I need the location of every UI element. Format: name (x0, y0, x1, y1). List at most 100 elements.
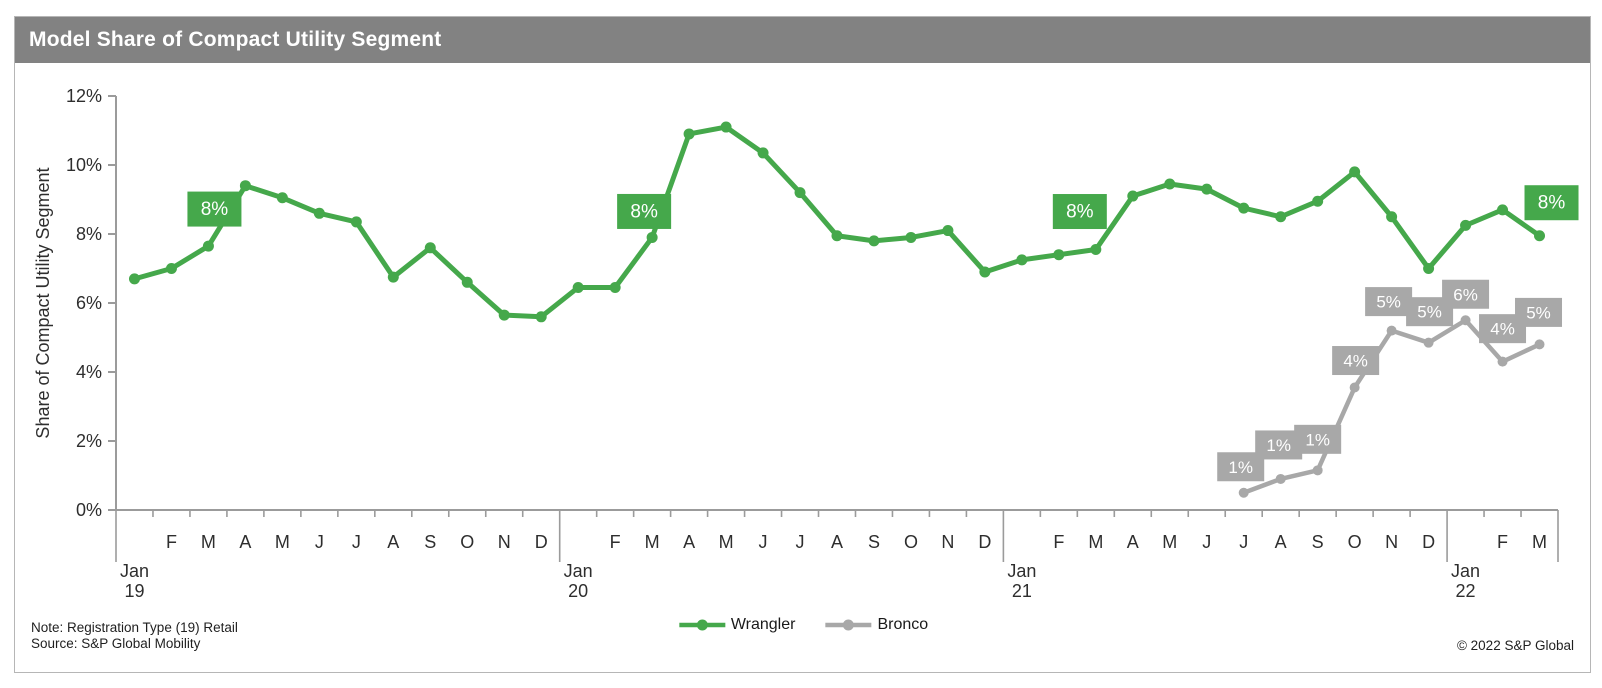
legend-label-bronco: Bronco (877, 616, 929, 633)
data-point (1349, 166, 1361, 178)
legend: Wrangler Bronco (677, 616, 928, 634)
data-label-text: 5% (1526, 303, 1551, 322)
x-month-label: A (831, 532, 843, 552)
source-line: Source: S&P Global Mobility (31, 636, 201, 651)
data-point (1534, 230, 1546, 242)
y-tick-label: 8% (76, 224, 102, 244)
data-label-text: 1% (1228, 458, 1253, 477)
data-point (757, 147, 769, 159)
x-month-label: D (1422, 532, 1435, 552)
legend-item-wrangler: Wrangler (677, 616, 796, 634)
data-point (535, 311, 547, 323)
data-point (1534, 339, 1545, 350)
x-month-label: N (941, 532, 954, 552)
x-month-label: M (719, 532, 734, 552)
data-point (128, 273, 140, 285)
x-year-label-year: 21 (1012, 581, 1032, 601)
x-month-label: A (1127, 532, 1139, 552)
data-label-box (1332, 346, 1380, 376)
x-month-label: F (166, 532, 177, 552)
x-month-label: A (683, 532, 695, 552)
data-label-box (187, 191, 242, 227)
data-label-box (1524, 185, 1579, 221)
x-month-label: O (1348, 532, 1362, 552)
data-point (165, 263, 177, 274)
x-month-label: J (352, 532, 361, 552)
data-point (1312, 465, 1323, 476)
data-point (683, 128, 695, 140)
line-chart: 0% 2% 4% 6% 8% 10% 12% F M A M J J A S O N D F M A M J J A S O N D F M… (33, 86, 1579, 601)
data-point (646, 231, 658, 243)
data-label-text: 5% (1376, 293, 1401, 312)
data-point (1127, 190, 1139, 202)
data-label-text: 8% (201, 199, 229, 220)
data-point (979, 266, 991, 278)
data-point (1423, 263, 1435, 274)
data-label-box (1442, 279, 1490, 309)
x-year-label-month: Jan (120, 561, 149, 581)
x-month-label: N (1385, 532, 1398, 552)
data-point (202, 240, 214, 252)
data-point (1497, 356, 1508, 367)
data-point (942, 225, 954, 237)
x-month-label: N (498, 532, 511, 552)
data-label-text: 4% (1343, 352, 1368, 371)
data-point (461, 276, 473, 288)
legend-label-wrangler: Wrangler (730, 616, 796, 633)
data-point (1238, 487, 1249, 498)
x-month-label: A (1275, 532, 1287, 552)
y-tick-label: 6% (76, 293, 102, 313)
data-point (609, 281, 621, 293)
data-point (1460, 315, 1471, 326)
data-point (572, 281, 584, 293)
data-label-text: 8% (1538, 193, 1566, 214)
data-point (1386, 211, 1398, 223)
series-line (1241, 318, 1542, 495)
data-point (794, 187, 806, 199)
data-point (1053, 249, 1065, 261)
data-label-text: 1% (1266, 436, 1291, 455)
y-tick-label: 0% (76, 500, 102, 520)
data-point (1201, 183, 1213, 195)
x-year-label-year: 19 (124, 581, 144, 601)
series-bronco (1238, 315, 1545, 498)
y-axis-title: Share of Compact Utility Segment (33, 167, 53, 438)
x-month-label: A (387, 532, 399, 552)
y-tick-label: 4% (76, 362, 102, 382)
series-line (131, 124, 1543, 320)
data-label-text: 8% (630, 201, 658, 222)
data-label-box (1365, 287, 1413, 317)
x-month-label: M (1532, 532, 1547, 552)
x-year-label-month: Jan (1451, 561, 1480, 581)
data-label-text: 4% (1490, 320, 1515, 339)
wrangler-line-marker-icon (678, 619, 725, 631)
copyright: © 2022 S&P Global (1456, 638, 1574, 653)
data-label-text: 8% (1066, 202, 1094, 223)
x-month-label: O (460, 532, 474, 552)
data-point (1460, 219, 1472, 231)
data-point (1238, 202, 1250, 214)
x-month-label: F (610, 532, 621, 552)
x-month-label: S (424, 532, 436, 552)
x-year-label-year: 20 (568, 581, 588, 601)
data-point (720, 121, 732, 133)
y-tick-label: 12% (66, 86, 102, 106)
x-month-label: M (201, 532, 216, 552)
data-point (831, 230, 843, 242)
chart-container: Model Share of Compact Utility Segment 0… (14, 16, 1591, 673)
data-label-text: 5% (1417, 303, 1442, 322)
chart-title-bar: Model Share of Compact Utility Segment (15, 17, 1590, 63)
data-point (1423, 337, 1434, 348)
x-month-label: M (1088, 532, 1103, 552)
data-point (498, 309, 510, 321)
data-point (239, 180, 251, 192)
data-label-box (617, 193, 672, 229)
legend-item-bronco: Bronco (823, 616, 928, 634)
data-label-text: 1% (1305, 430, 1330, 449)
data-point (1164, 178, 1176, 190)
x-month-label: M (1162, 532, 1177, 552)
data-label-box (1052, 194, 1107, 230)
x-month-label: J (315, 532, 324, 552)
data-labels: 8% 8% 8% 8% 1% 1% 1% 4% 5% 5% 6% 4% 5% (187, 185, 1579, 482)
data-point (868, 235, 880, 247)
